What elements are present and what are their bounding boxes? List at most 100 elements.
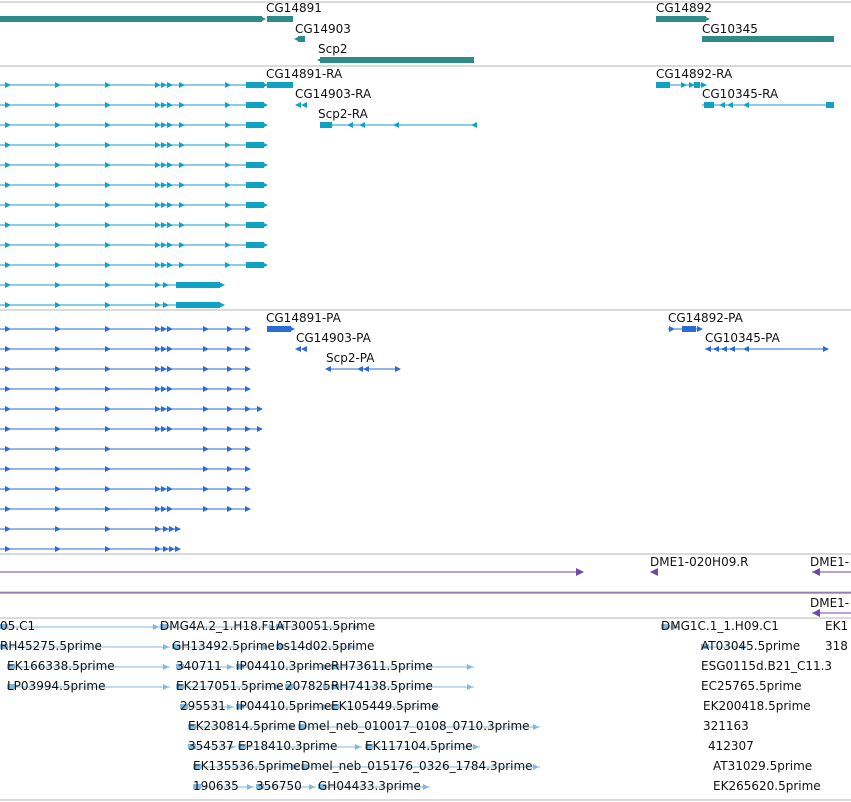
strand-arrow: [55, 262, 61, 268]
est-label[interactable]: bs14d02.5prime: [276, 639, 374, 653]
est-arrow: [163, 644, 169, 650]
gene-label-CG10345[interactable]: CG10345: [702, 22, 758, 36]
strand-arrow: [155, 426, 161, 432]
est-label[interactable]: EK200418.5prime: [703, 699, 811, 713]
strand-arrow: [55, 426, 61, 432]
strand-arrow: [161, 326, 167, 332]
est-label[interactable]: RH74138.5prime: [331, 679, 433, 693]
est-label[interactable]: AT30051.5prime: [276, 619, 375, 633]
strand-arrow: [179, 222, 185, 228]
est-label[interactable]: EK117104.5prime: [365, 739, 473, 753]
est-label[interactable]: EC25765.5prime: [701, 679, 802, 693]
est-label[interactable]: 05.C1: [0, 619, 35, 633]
transcript-label-CG14903-RA[interactable]: CG14903-RA: [295, 87, 372, 101]
strand-arrow: [155, 526, 161, 532]
strand-arrow: [155, 162, 161, 168]
strand-arrow: [743, 346, 749, 352]
strand-arrow: [5, 122, 11, 128]
transcript-label-CG14903-PA[interactable]: CG14903-PA: [296, 331, 372, 345]
transcript-label-CG14891-PA[interactable]: CG14891-PA: [266, 311, 342, 325]
est-block: [331, 664, 339, 669]
strand-arrow: [179, 202, 185, 208]
est-label[interactable]: IP04410.5prime: [236, 699, 331, 713]
transcript-label-CG14892-PA[interactable]: CG14892-PA: [668, 311, 744, 325]
est-label[interactable]: 318: [825, 639, 848, 653]
strand-arrow: [359, 122, 365, 128]
gene-label-Scp2[interactable]: Scp2: [318, 42, 347, 56]
gene-label-CG14891[interactable]: CG14891: [266, 1, 322, 15]
strand-arrow: [161, 162, 167, 168]
est-block: [701, 644, 709, 649]
est-label[interactable]: Dmel_neb_015176_0326_1784.3prime: [301, 759, 533, 773]
strand-arrow: [163, 546, 169, 552]
transcript-label-Scp2-RA[interactable]: Scp2-RA: [318, 107, 369, 121]
strand-arrow: [245, 506, 251, 512]
est-label[interactable]: EK217051.5prime: [176, 679, 284, 693]
est-label[interactable]: DMG1C.1_1.H09.C1: [661, 619, 779, 633]
strand-arrow: [681, 82, 687, 88]
est-label[interactable]: EP18410.3prime: [238, 739, 337, 753]
strand-arrow: [743, 102, 749, 108]
strand-arrow: [167, 366, 173, 372]
est-label[interactable]: EK135536.5prime: [193, 759, 301, 773]
bac-label-DME1[interactable]: DME1-: [810, 555, 849, 569]
est-label[interactable]: RH45275.5prime: [0, 639, 102, 653]
strand-arrow: [161, 122, 167, 128]
gene-label-CG14892[interactable]: CG14892: [656, 1, 712, 15]
est-label[interactable]: IP04410.3prime: [236, 659, 331, 673]
est-label[interactable]: 356750: [256, 779, 302, 793]
est-block: [176, 684, 184, 689]
strand-arrow: [245, 406, 251, 412]
transcript-label-CG10345-RA[interactable]: CG10345-RA: [702, 87, 779, 101]
strand-arrow: [55, 82, 61, 88]
transcript-label-Scp2-PA[interactable]: Scp2-PA: [326, 351, 375, 365]
strand-arrow: [5, 446, 11, 452]
strand-arrow: [225, 182, 231, 188]
strand-arrow: [155, 262, 161, 268]
est-label[interactable]: 207825: [285, 679, 331, 693]
strand-arrow: [179, 182, 185, 188]
est-label[interactable]: EK230814.5prime: [188, 719, 296, 733]
est-label[interactable]: LP03994.5prime: [7, 679, 106, 693]
transcript-label-CG14891-RA[interactable]: CG14891-RA: [266, 67, 343, 81]
est-label[interactable]: GH04433.3prime: [318, 779, 421, 793]
strand-arrow: [5, 82, 11, 88]
est-label[interactable]: DMG4A.2_1.H18.F1: [160, 619, 276, 633]
est-label[interactable]: 295531: [180, 699, 226, 713]
est-label[interactable]: GH13492.5prime: [172, 639, 275, 653]
strand-arrow: [105, 346, 111, 352]
transcript-label-CG10345-PA[interactable]: CG10345-PA: [705, 331, 781, 345]
est-label[interactable]: 190635: [193, 779, 239, 793]
est-label[interactable]: Dmel_neb_010017_0108_0710.3prime: [298, 719, 530, 733]
est-label[interactable]: AT03045.5prime: [701, 639, 800, 653]
strand-arrow: [727, 102, 733, 108]
strand-arrow: [363, 366, 369, 372]
gene-label-CG14903[interactable]: CG14903: [295, 22, 351, 36]
exon-block: [246, 142, 264, 148]
exon-block: [246, 82, 264, 88]
est-label[interactable]: 340711: [176, 659, 222, 673]
strand-arrow: [105, 386, 111, 392]
bac-label-DME1-2[interactable]: DME1-: [810, 596, 849, 610]
est-label[interactable]: ESG0115d.B21_C11.3: [701, 659, 832, 673]
est-block: [7, 684, 15, 689]
est-block: [236, 704, 244, 709]
strand-arrow: [105, 426, 111, 432]
est-label[interactable]: 354537: [188, 739, 234, 753]
bac-label-DME1-020H09.R[interactable]: DME1-020H09.R: [650, 555, 749, 569]
est-label[interactable]: 412307: [708, 739, 754, 753]
transcript-label-CG14892-RA[interactable]: CG14892-RA: [656, 67, 733, 81]
strand-arrow: [155, 302, 161, 308]
est-label[interactable]: EK166338.5prime: [7, 659, 115, 673]
est-label[interactable]: RH73611.5prime: [331, 659, 433, 673]
est-label[interactable]: EK105449.5prime: [331, 699, 439, 713]
strand-arrow: [5, 466, 11, 472]
est-label[interactable]: EK265620.5prime: [713, 779, 821, 793]
strand-arrow: [55, 242, 61, 248]
strand-arrow: [105, 162, 111, 168]
est-label[interactable]: AT31029.5prime: [713, 759, 812, 773]
est-label[interactable]: 321163: [703, 719, 749, 733]
est-label[interactable]: EK1: [825, 619, 848, 633]
strand-arrow: [295, 102, 301, 108]
strand-arrow: [155, 506, 161, 512]
